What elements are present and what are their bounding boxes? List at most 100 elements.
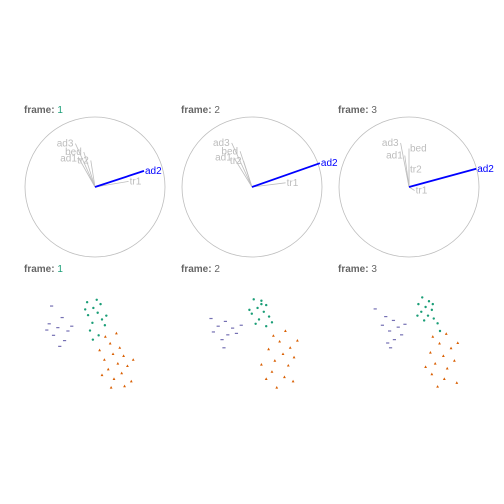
data-point xyxy=(427,300,431,303)
data-point xyxy=(257,318,261,321)
data-point xyxy=(45,329,49,331)
frame-number: 2 xyxy=(214,264,220,275)
data-point xyxy=(51,334,56,336)
data-point xyxy=(209,317,213,320)
data-point xyxy=(373,308,377,310)
scatter-panel-frame-2 xyxy=(209,298,299,389)
scatter-panel-title: frame: 1 xyxy=(24,264,63,275)
axis-line-ad2 xyxy=(251,162,321,188)
data-point xyxy=(91,321,94,325)
data-point xyxy=(296,339,299,342)
data-point xyxy=(270,370,274,373)
axis-line-bed xyxy=(83,151,96,188)
data-point xyxy=(96,311,99,314)
data-point xyxy=(286,363,290,367)
axis-label-bed: bed xyxy=(221,146,238,157)
axis-line-ad1 xyxy=(78,158,96,188)
frame-title-prefix: frame: xyxy=(338,105,371,116)
data-point xyxy=(436,385,439,388)
frame-title-prefix: frame: xyxy=(24,105,57,116)
frame-number: 3 xyxy=(371,264,377,275)
data-point xyxy=(129,379,133,383)
axis-line-ad3 xyxy=(400,142,410,188)
data-point xyxy=(88,329,92,332)
data-point xyxy=(62,340,67,342)
data-point xyxy=(453,359,456,362)
data-point xyxy=(441,354,445,357)
data-point xyxy=(403,323,407,325)
data-point xyxy=(456,341,460,344)
data-point xyxy=(100,373,104,377)
data-point xyxy=(449,346,453,350)
data-point xyxy=(70,325,74,327)
data-point xyxy=(267,347,270,351)
frame-title-prefix: frame: xyxy=(338,264,371,275)
data-point xyxy=(438,341,441,345)
axis-label-ad3: ad3 xyxy=(57,139,74,150)
data-point xyxy=(131,358,135,361)
frame-title-prefix: frame: xyxy=(24,264,57,275)
axis-label-ad1: ad1 xyxy=(60,153,77,164)
data-point xyxy=(226,334,230,336)
axis-label-bed: bed xyxy=(410,144,427,155)
data-point xyxy=(47,323,51,325)
axis-label-ad2: ad2 xyxy=(477,164,494,175)
data-point xyxy=(58,345,62,347)
scatter-panel-title: frame: 2 xyxy=(181,264,220,275)
data-point xyxy=(431,302,434,306)
axis-label-ad2: ad2 xyxy=(145,166,162,177)
data-point xyxy=(116,362,120,365)
data-point xyxy=(265,325,268,328)
axis-line-tr2 xyxy=(90,160,96,188)
data-point xyxy=(426,314,430,317)
data-point xyxy=(283,375,286,379)
axis-line-ad3 xyxy=(75,143,96,188)
data-point xyxy=(56,327,60,329)
data-point xyxy=(97,334,100,337)
data-point xyxy=(391,319,396,322)
data-point xyxy=(396,326,400,328)
data-point xyxy=(231,327,235,329)
data-point xyxy=(84,308,87,311)
axis-line-ad3 xyxy=(231,142,253,188)
data-point xyxy=(291,379,295,383)
data-point xyxy=(267,315,271,318)
data-point xyxy=(275,386,279,389)
data-point xyxy=(211,331,215,333)
data-point xyxy=(444,332,448,335)
data-point xyxy=(430,308,434,312)
data-point xyxy=(222,347,226,349)
data-point xyxy=(111,352,115,356)
frame-number: 2 xyxy=(214,105,220,116)
data-point xyxy=(400,334,404,336)
data-point xyxy=(91,338,95,341)
data-point xyxy=(256,306,259,310)
axis-label-tr2: tr2 xyxy=(410,165,422,176)
axis-label-ad3: ad3 xyxy=(213,138,230,149)
unit-circle xyxy=(338,116,480,258)
axis-line-ad2 xyxy=(408,167,477,188)
scatter-panel-frame-1 xyxy=(45,298,135,389)
axis-label-tr2: tr2 xyxy=(77,155,89,166)
data-point xyxy=(123,384,126,388)
data-point xyxy=(272,334,275,337)
axis-label-ad3: ad3 xyxy=(382,138,399,149)
axis-line-ad2 xyxy=(94,170,145,188)
data-point xyxy=(445,366,449,370)
data-point xyxy=(112,377,116,380)
data-point xyxy=(416,314,419,317)
data-point xyxy=(265,303,268,307)
data-point xyxy=(85,301,89,304)
data-point xyxy=(380,324,384,326)
data-point xyxy=(284,329,287,332)
axis-line-tr1 xyxy=(251,182,286,188)
data-point xyxy=(248,308,251,312)
scatter-panel-title: frame: 3 xyxy=(338,264,377,275)
data-point xyxy=(432,317,435,320)
data-point xyxy=(388,330,392,332)
data-point xyxy=(429,351,432,354)
axis-label-bed: bed xyxy=(65,147,82,158)
data-point xyxy=(421,296,424,299)
